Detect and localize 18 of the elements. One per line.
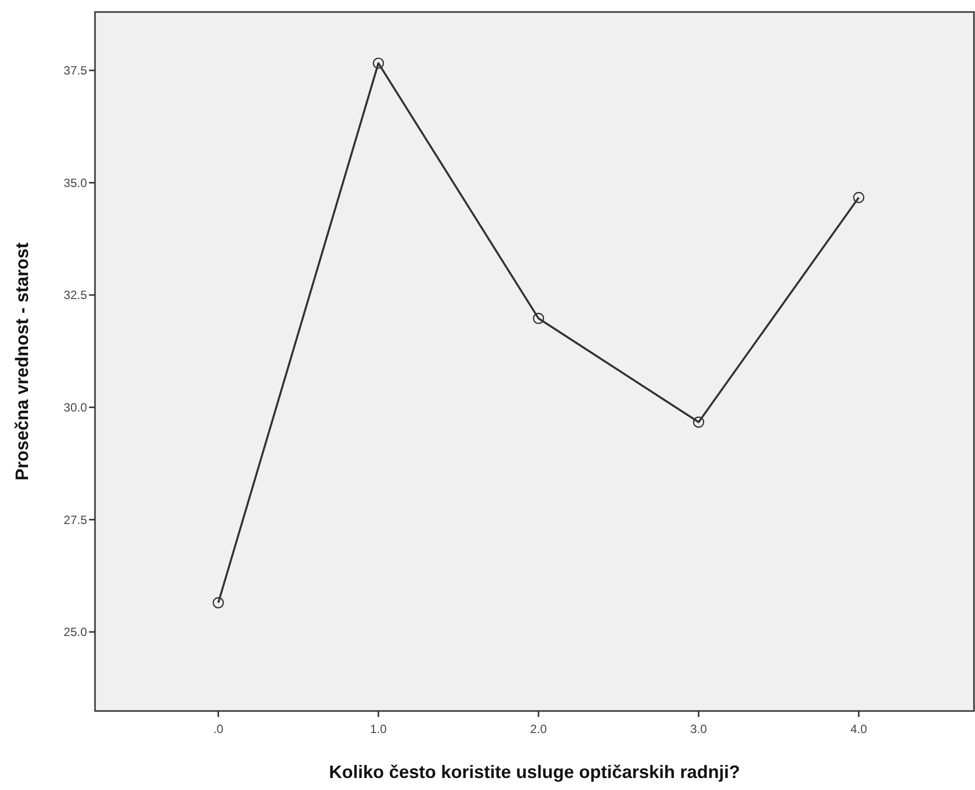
y-tick-label: 35.0 bbox=[64, 176, 88, 190]
point bbox=[693, 416, 704, 428]
point bbox=[853, 192, 864, 204]
x-tick-label: 1.0 bbox=[370, 722, 388, 736]
y-tick-label: 27.5 bbox=[64, 512, 88, 527]
x-tick-label: 2.0 bbox=[530, 722, 548, 736]
x-tick-label: 4.0 bbox=[850, 722, 868, 736]
point bbox=[372, 58, 384, 69]
point bbox=[212, 597, 224, 608]
y-tick-label: 32.5 bbox=[64, 288, 88, 302]
y-axis-title: Prosečna vrednost - starost bbox=[12, 242, 32, 481]
y-tick-label: 37.5 bbox=[64, 64, 88, 78]
x-tick-label: .0 bbox=[213, 722, 224, 736]
point bbox=[532, 312, 544, 324]
y-tick-label: 30.0 bbox=[64, 400, 88, 415]
y-tick-label: 25.0 bbox=[64, 625, 88, 640]
x-tick-label: 3.0 bbox=[690, 722, 708, 736]
x-axis-title: Koliko često koristite usluge optičarskih radnji? bbox=[328, 762, 740, 782]
